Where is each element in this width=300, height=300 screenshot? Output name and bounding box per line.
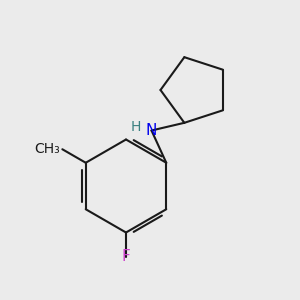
Text: CH₃: CH₃ — [34, 142, 60, 156]
Text: H: H — [131, 120, 141, 134]
Text: F: F — [122, 249, 130, 264]
Text: N: N — [146, 123, 157, 138]
